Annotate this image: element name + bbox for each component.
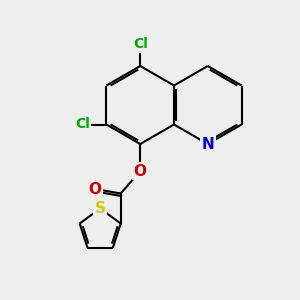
Text: Cl: Cl bbox=[75, 118, 90, 131]
Text: O: O bbox=[89, 182, 102, 196]
Text: N: N bbox=[201, 136, 214, 152]
Text: Cl: Cl bbox=[133, 38, 148, 51]
Text: O: O bbox=[134, 164, 147, 178]
Text: S: S bbox=[95, 201, 106, 216]
